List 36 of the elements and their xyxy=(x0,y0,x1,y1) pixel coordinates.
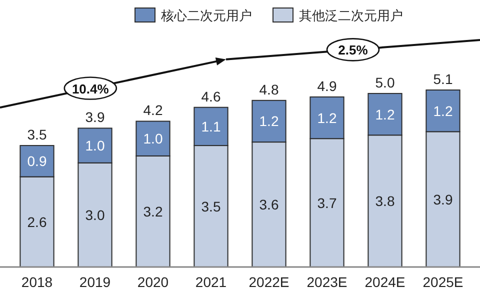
data-label: 1.2 xyxy=(433,102,453,119)
total-label: 4.6 xyxy=(201,88,221,104)
data-label: 3.7 xyxy=(317,194,337,211)
x-tick-label: 2018 xyxy=(21,274,53,290)
data-label: 3.5 xyxy=(201,198,221,214)
x-tick-label: 2019 xyxy=(79,274,111,290)
data-label: 1.1 xyxy=(201,118,221,134)
data-label: 1.2 xyxy=(259,113,279,130)
x-tick-label: 2024E xyxy=(364,274,406,290)
total-label: 5.0 xyxy=(375,74,395,90)
x-tick-label: 2022E xyxy=(248,274,290,290)
data-label: 1.2 xyxy=(317,110,337,126)
annotation: 10.4% xyxy=(72,81,110,96)
total-label: 4.9 xyxy=(317,78,337,94)
x-tick-label: 2025E xyxy=(422,274,464,290)
legend-label: 核心二次元用户 xyxy=(160,8,252,23)
data-label: 3.9 xyxy=(433,191,453,208)
legend-label: 其他泛二次元用户 xyxy=(299,8,403,23)
text: 2.5% xyxy=(338,42,368,58)
total-label: 4.8 xyxy=(259,81,279,98)
data-label: 0.9 xyxy=(27,153,47,170)
data-label: 1.2 xyxy=(375,106,395,122)
total-label: 3.5 xyxy=(27,126,47,143)
total-label: 3.9 xyxy=(85,109,105,126)
x-tick-label: 2023E xyxy=(306,274,348,290)
data-label: 3.6 xyxy=(259,196,279,213)
data-label: 2.6 xyxy=(27,214,47,230)
x-tick-label: 2021 xyxy=(195,274,227,290)
total-label: 5.1 xyxy=(433,71,453,87)
data-label: 3.2 xyxy=(143,203,163,220)
x-tick-label: 2020 xyxy=(137,274,169,290)
data-label: 3.0 xyxy=(85,206,105,223)
data-label: 1.0 xyxy=(85,138,105,154)
data-label: 3.8 xyxy=(375,193,395,210)
data-label: 1.0 xyxy=(143,130,163,147)
total-label: 4.2 xyxy=(143,102,163,118)
